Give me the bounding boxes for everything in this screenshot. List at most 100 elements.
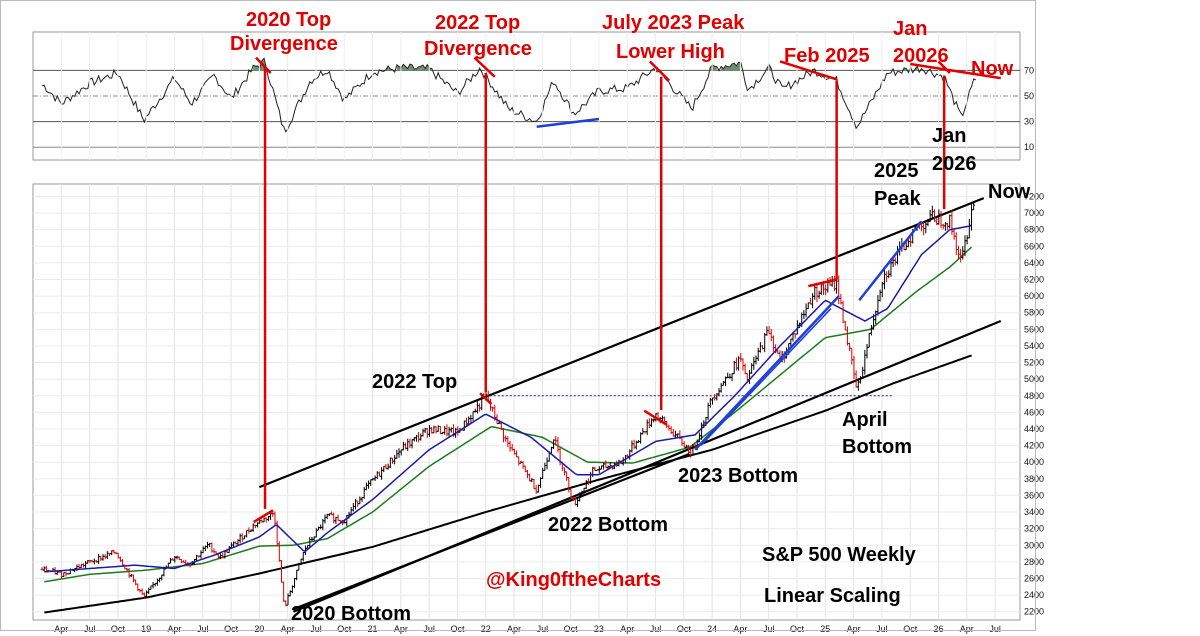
annotation-label: 2022 Bottom bbox=[548, 514, 668, 536]
price-tick-label: 7200 bbox=[1024, 191, 1044, 201]
annotation-label: 2026 bbox=[932, 153, 977, 175]
rsi-tick-label: 10 bbox=[1024, 142, 1034, 152]
rsi-overbought-area bbox=[721, 62, 741, 71]
chart-title: S&P 500 Weekly bbox=[762, 544, 917, 566]
annotation-label: 20026 bbox=[893, 45, 949, 67]
inner-support-line bbox=[292, 452, 690, 611]
price-tick-label: 3200 bbox=[1024, 524, 1044, 534]
annotation-label: Jan bbox=[893, 18, 927, 40]
price-tick-label: 3000 bbox=[1024, 540, 1044, 550]
x-tick-label: Jul bbox=[310, 624, 322, 634]
price-tick-label: 2400 bbox=[1024, 590, 1044, 600]
price-tick-label: 6000 bbox=[1024, 291, 1044, 301]
blue-trendlines bbox=[536, 117, 923, 451]
price-grid bbox=[33, 32, 1020, 620]
rsi-tick-label: 70 bbox=[1024, 65, 1034, 75]
x-tick-label: Apr bbox=[620, 624, 634, 634]
price-tick-label: 5200 bbox=[1024, 358, 1044, 368]
x-tick-label: Oct bbox=[337, 624, 352, 634]
price-tick-label: 5400 bbox=[1024, 341, 1044, 351]
x-tick-label: Apr bbox=[847, 624, 861, 634]
blue-trendline-recent bbox=[858, 220, 923, 302]
x-tick-label: 23 bbox=[594, 624, 604, 634]
ma-mid-line bbox=[44, 246, 973, 583]
x-tick-label: Oct bbox=[564, 624, 579, 634]
x-tick-label: Apr bbox=[507, 624, 521, 634]
rsi-line bbox=[41, 57, 977, 133]
rsi-axis-ticks: 10 30 50 70 bbox=[1024, 65, 1034, 152]
channel-line bbox=[258, 197, 985, 489]
price-tick-label: 3600 bbox=[1024, 490, 1044, 500]
divergence-slant-rsi bbox=[473, 56, 496, 78]
divergence-slant-rsi bbox=[937, 60, 951, 74]
price-tick-label: 3800 bbox=[1024, 474, 1044, 484]
x-tick-label: 21 bbox=[368, 624, 378, 634]
annotation-label: April bbox=[842, 409, 888, 431]
divergence-slant-rsi bbox=[255, 56, 272, 74]
x-tick-label: 19 bbox=[141, 624, 151, 634]
annotation-label: 2023 Bottom bbox=[678, 465, 798, 487]
price-panel: 2200 2400 2600 2800 3000 3200 3400 3600 3800 4000… bbox=[32, 32, 1044, 621]
price-tick-label: 4800 bbox=[1024, 391, 1044, 401]
annotation-label: Divergence bbox=[230, 33, 338, 55]
x-tick-label: 25 bbox=[820, 624, 830, 634]
x-tick-label: Apr bbox=[733, 624, 747, 634]
x-tick-label: Jul bbox=[650, 624, 662, 634]
annotation-label: 2022 Top bbox=[372, 371, 457, 393]
price-axis-ticks: 2200 2400 2600 2800 3000 3200 3400 3600 3800 4000… bbox=[1024, 191, 1044, 616]
x-tick-label: Jul bbox=[876, 624, 888, 634]
divergence-slant-price bbox=[808, 278, 837, 288]
chart-subtitle: Linear Scaling bbox=[764, 585, 901, 607]
chart-border bbox=[0, 0, 1036, 631]
x-tick-label: Oct bbox=[677, 624, 692, 634]
price-tick-label: 4000 bbox=[1024, 457, 1044, 467]
x-tick-label: Jul bbox=[423, 624, 435, 634]
x-tick-label: Apr bbox=[167, 624, 181, 634]
price-tick-label: 3400 bbox=[1024, 507, 1044, 517]
annotation-label: Peak bbox=[874, 188, 922, 210]
annotation-label: 2025 bbox=[874, 160, 919, 182]
rsi-blue-trendline bbox=[536, 117, 600, 128]
price-tick-label: 6200 bbox=[1024, 275, 1044, 285]
x-tick-label: Jul bbox=[989, 624, 1001, 634]
annotation-label: Lower High bbox=[616, 41, 725, 63]
divergence-slant-price bbox=[479, 392, 493, 405]
divergence-slant-rsi bbox=[648, 60, 670, 82]
annotation-label: Divergence bbox=[424, 38, 532, 60]
x-tick-label: Oct bbox=[224, 624, 239, 634]
rsi-overbought-area bbox=[253, 58, 267, 71]
annotation-label: Feb 2025 bbox=[784, 45, 870, 67]
rsi-panel: 10 30 50 70 bbox=[32, 31, 1034, 161]
blue-trendline bbox=[694, 295, 840, 451]
annotation-label: 2022 Top bbox=[435, 12, 520, 34]
price-bars bbox=[40, 201, 976, 607]
annotation-label: 2020 Bottom bbox=[291, 603, 411, 625]
x-tick-label: Oct bbox=[111, 624, 126, 634]
divergence-slant-rsi bbox=[910, 62, 1001, 80]
rsi-tick-label: 50 bbox=[1024, 91, 1034, 101]
divergence-markers bbox=[253, 56, 1001, 524]
annotation-label: Now bbox=[971, 58, 1014, 80]
divergence-slant-price bbox=[253, 509, 274, 524]
divergence-slant-price bbox=[643, 409, 668, 426]
x-tick-label: 24 bbox=[707, 624, 717, 634]
price-tick-label: 5000 bbox=[1024, 374, 1044, 384]
x-tick-label: 20 bbox=[254, 624, 264, 634]
ma-short-line bbox=[44, 224, 972, 573]
x-tick-label: Apr bbox=[54, 624, 68, 634]
price-tick-label: 6800 bbox=[1024, 225, 1044, 235]
author-handle: @King0ftheCharts bbox=[486, 569, 661, 591]
x-tick-label: Jul bbox=[537, 624, 549, 634]
price-tick-label: 4200 bbox=[1024, 441, 1044, 451]
annotation-label: 2020 Top bbox=[246, 9, 331, 31]
annotation-label: July 2023 Peak bbox=[602, 12, 745, 34]
x-tick-label: Apr bbox=[394, 624, 408, 634]
price-tick-label: 4400 bbox=[1024, 424, 1044, 434]
price-tick-label: 2600 bbox=[1024, 573, 1044, 583]
price-tick-label: 6400 bbox=[1024, 258, 1044, 268]
price-tick-label: 5800 bbox=[1024, 308, 1044, 318]
annotation-label: Now bbox=[988, 181, 1031, 203]
x-tick-label: Jul bbox=[763, 624, 775, 634]
